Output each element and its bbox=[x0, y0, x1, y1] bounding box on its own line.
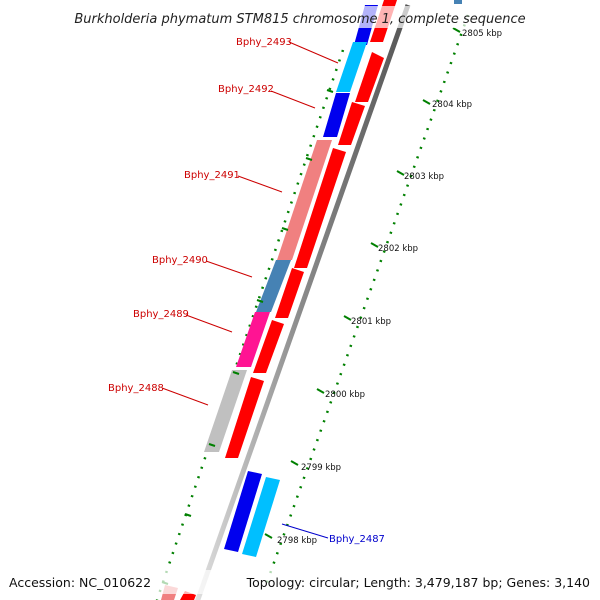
gene-label-bphy-2488[interactable]: Bphy_2488 bbox=[108, 383, 164, 394]
gene-bar-reverse[interactable] bbox=[277, 140, 332, 260]
scale-label-2805: 2805 kbp bbox=[462, 29, 502, 39]
scale-label-2800: 2800 kbp bbox=[325, 390, 365, 400]
scale-tick bbox=[370, 242, 379, 248]
scale-tick bbox=[264, 533, 273, 539]
gene-arrow-forward[interactable] bbox=[338, 102, 365, 145]
gene-label-bphy-2491[interactable]: Bphy_2491 bbox=[184, 170, 240, 181]
scale-tick bbox=[396, 170, 405, 176]
gene-bar-reverse[interactable] bbox=[242, 477, 280, 557]
gene-arrow-forward[interactable] bbox=[294, 148, 346, 268]
gene-arrow-forward[interactable] bbox=[275, 268, 304, 318]
gene-bar-reverse[interactable] bbox=[323, 93, 350, 137]
scale-tick bbox=[343, 315, 352, 321]
leader-bphy-2489 bbox=[185, 314, 233, 333]
scale-label-2804: 2804 kbp bbox=[432, 100, 472, 110]
leader-bphy-2487 bbox=[281, 523, 329, 539]
gene-arrow-forward[interactable] bbox=[253, 320, 284, 373]
footer-backdrop bbox=[0, 570, 600, 594]
inner-tick bbox=[232, 371, 240, 375]
scale-tick bbox=[290, 460, 299, 466]
partial-gene-top-right bbox=[454, 0, 462, 4]
gene-bar-reverse[interactable] bbox=[236, 312, 270, 367]
gene-label-bphy-2487[interactable]: Bphy_2487 bbox=[329, 534, 385, 545]
gene-bar-reverse[interactable] bbox=[256, 260, 291, 312]
inner-tick bbox=[184, 513, 192, 517]
leader-bphy-2493 bbox=[288, 41, 339, 64]
inner-dotted-track bbox=[155, 49, 345, 600]
scale-tick bbox=[316, 388, 325, 394]
title-backdrop bbox=[58, 6, 542, 28]
scale-label-2799: 2799 kbp bbox=[301, 463, 341, 473]
gene-bar-reverse[interactable] bbox=[224, 471, 262, 552]
inner-tick bbox=[326, 89, 334, 93]
outer-dotted-track bbox=[263, 14, 470, 589]
leader-bphy-2490 bbox=[205, 260, 253, 278]
accession-text: Accession: NC_010622 bbox=[9, 575, 151, 590]
inner-tick bbox=[256, 299, 264, 303]
scale-tick bbox=[422, 99, 431, 105]
leader-bphy-2492 bbox=[270, 90, 316, 109]
inner-tick bbox=[208, 443, 216, 447]
gene-label-bphy-2489[interactable]: Bphy_2489 bbox=[133, 309, 189, 320]
gene-label-bphy-2493[interactable]: Bphy_2493 bbox=[236, 37, 292, 48]
chromosome-backbone bbox=[195, 4, 411, 600]
gene-arrow-forward[interactable] bbox=[355, 52, 384, 102]
inner-tick bbox=[305, 157, 313, 161]
gene-bar-reverse[interactable] bbox=[204, 370, 247, 452]
topology-summary: Topology: circular; Length: 3,479,187 bp… bbox=[246, 575, 590, 590]
scale-tick bbox=[452, 27, 461, 33]
inner-tick bbox=[281, 227, 289, 231]
scale-label-2801: 2801 kbp bbox=[351, 317, 391, 327]
gene-bar-reverse[interactable] bbox=[336, 42, 367, 92]
scale-label-2803: 2803 kbp bbox=[404, 172, 444, 182]
gene-arrow-forward[interactable] bbox=[225, 377, 264, 458]
gene-label-bphy-2492[interactable]: Bphy_2492 bbox=[218, 84, 274, 95]
scale-label-2802: 2802 kbp bbox=[378, 244, 418, 254]
gene-label-bphy-2490[interactable]: Bphy_2490 bbox=[152, 255, 208, 266]
leader-bphy-2491 bbox=[237, 175, 283, 193]
scale-label-2798: 2798 kbp bbox=[277, 536, 317, 546]
page-title: Burkholderia phymatum STM815 chromosome … bbox=[74, 12, 525, 27]
leader-bphy-2488 bbox=[161, 387, 209, 406]
